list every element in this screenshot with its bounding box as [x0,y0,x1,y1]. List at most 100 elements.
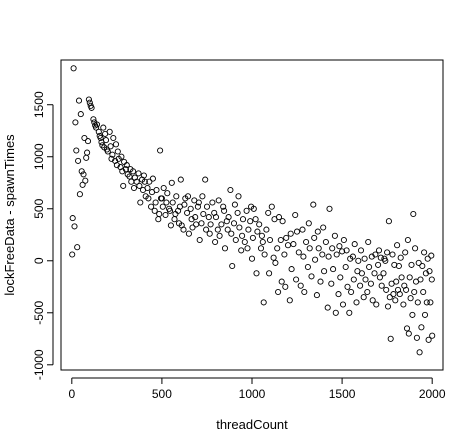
data-point [396,291,403,298]
data-point [86,99,93,106]
data-point [135,170,142,177]
data-point [405,330,412,337]
data-point [69,215,76,222]
data-point [292,211,299,219]
data-point [385,218,392,225]
data-point [378,282,385,289]
data-point [164,190,171,197]
data-point [277,236,284,244]
data-point [419,262,426,270]
data-point [155,216,162,223]
data-point [329,245,336,252]
x-tick-label: 1500 [329,387,356,401]
data-point [416,349,423,356]
data-point [184,193,192,200]
y-tick-label: 1000 [32,143,46,170]
x-tick-label: 0 [68,387,75,401]
data-point [303,238,310,246]
data-point [82,177,89,184]
data-point [367,280,374,287]
data-point [167,222,174,229]
data-point [324,304,331,311]
data-point [414,299,421,306]
data-point [394,242,401,249]
data-point [84,138,92,145]
data-point [319,251,326,258]
y-tick-label: 500 [32,198,46,218]
data-point [283,234,290,241]
data-point [203,226,210,233]
y-axis: -1000 -500 0 500 1000 1500 [32,91,54,380]
data-point [429,332,436,339]
data-point [389,251,396,258]
data-point [349,253,356,260]
data-point [353,299,360,306]
data-point [275,214,283,221]
data-point [199,193,206,200]
data-point [97,134,104,142]
data-point [350,276,357,283]
data-point [392,297,399,304]
data-point [166,207,174,214]
data-point [71,223,78,230]
data-point [156,210,163,218]
data-point [198,220,205,227]
data-point [398,274,405,281]
data-point [209,199,216,206]
data-point [400,301,407,308]
data-point [180,226,187,233]
x-tick-label: 1000 [239,387,266,401]
data-point [371,270,378,277]
data-point [383,286,390,293]
data-point [326,205,333,212]
data-point [403,286,410,293]
data-point [325,253,332,260]
data-point [216,232,223,239]
data-point [187,205,194,212]
data-point [228,230,235,237]
data-point [286,297,293,304]
data-point [220,203,227,210]
data-point [205,214,212,221]
data-point [357,282,364,289]
data-point [238,247,245,254]
data-point [380,270,387,277]
data-point [122,166,129,173]
data-point [413,334,420,341]
data-point [407,295,414,302]
data-point [369,297,376,304]
data-point [320,224,327,231]
data-point [266,270,273,277]
data-point [406,274,413,281]
data-point [192,214,199,221]
data-point [83,154,90,161]
data-point [163,199,170,206]
data-point [331,232,338,239]
data-point [169,199,176,206]
data-point [421,249,428,256]
data-point [297,282,304,289]
data-point [114,148,121,155]
data-point [79,181,86,188]
data-point [189,224,196,231]
data-point [146,178,153,185]
data-point [207,221,214,228]
data-point [110,134,117,142]
data-point [424,255,431,262]
data-point [263,226,270,233]
data-point [212,214,220,221]
data-point [336,243,343,250]
data-point [75,97,83,104]
data-point [95,128,102,135]
data-point [160,184,167,192]
data-point [200,210,207,218]
y-axis-title: lockFreeData - spawnTimes [2,134,17,296]
x-tick-label: 500 [152,387,172,401]
data-point [230,220,238,227]
data-point [148,203,155,210]
data-point [235,193,242,200]
data-point [254,228,261,235]
data-point [93,124,100,131]
y-tick-label: 1500 [32,91,46,118]
data-point [234,209,241,216]
